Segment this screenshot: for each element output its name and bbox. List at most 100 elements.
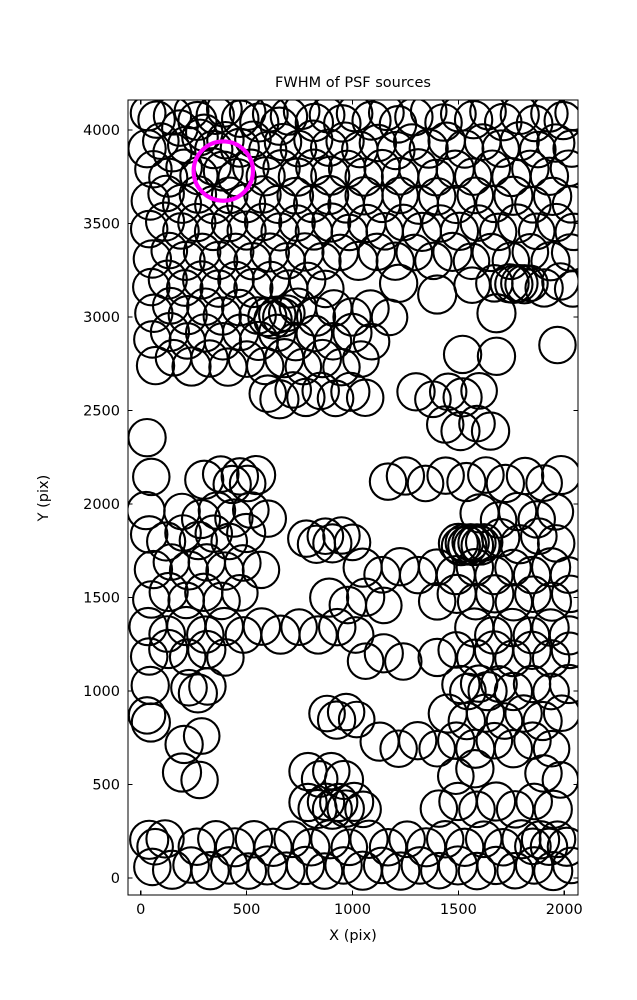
psf-source-marker (436, 757, 475, 796)
highlighted-source-marker (191, 139, 256, 203)
psf-source-marker (420, 851, 458, 890)
axes-frame (127, 99, 579, 896)
psf-source-marker (550, 574, 578, 614)
psf-source-marker (282, 100, 321, 131)
psf-source-marker (406, 464, 445, 503)
psf-source-marker (363, 633, 404, 674)
psf-source-marker (476, 845, 516, 886)
psf-source-marker (470, 411, 511, 451)
psf-source-marker (494, 639, 532, 678)
psf-source-marker (310, 819, 351, 860)
psf-source-marker (267, 294, 306, 333)
psf-source-marker (330, 371, 371, 412)
psf-source-marker (326, 692, 366, 732)
psf-source-marker (518, 130, 557, 169)
psf-source-marker (469, 100, 507, 131)
psf-source-marker (436, 184, 476, 225)
psf-source-marker (367, 100, 405, 132)
psf-source-marker (206, 638, 245, 677)
psf-source-marker (459, 204, 498, 242)
psf-source-marker (385, 456, 426, 496)
psf-source-marker (245, 156, 286, 197)
psf-source-marker (182, 260, 222, 300)
psf-source-marker (291, 828, 331, 867)
psf-source-marker (362, 846, 401, 885)
psf-source-marker (384, 203, 423, 242)
psf-source-marker (460, 525, 501, 566)
psf-source-marker (546, 826, 578, 867)
psf-source-marker (381, 851, 421, 891)
psf-source-marker (132, 239, 173, 279)
psf-source-marker (263, 122, 303, 162)
y-axis-label: Y (pix) (36, 475, 52, 523)
axis-tick-labels: 0 500 1000 1500 2000 0 500 1000 1500 2000 2500 3000… (83, 123, 583, 918)
psf-source-marker (137, 100, 176, 139)
psf-source-marker (550, 631, 578, 670)
psf-source-marker (504, 264, 545, 305)
psf-source-marker (514, 575, 552, 614)
psf-source-marker (147, 174, 185, 213)
psf-source-marker (223, 544, 262, 582)
psf-source-marker (368, 462, 408, 501)
psf-source-marker (447, 701, 487, 741)
psf-source-marker (178, 520, 218, 561)
psf-source-marker (220, 457, 260, 496)
psf-source-marker (345, 378, 385, 418)
psf-source-marker (414, 241, 453, 281)
psf-source-marker (384, 642, 423, 681)
psf-source-marker (276, 176, 315, 215)
psf-source-marker (455, 749, 495, 789)
plot-title: FWHM of PSF sources (275, 75, 431, 91)
psf-source-marker (128, 696, 167, 735)
psf-source-marker (130, 181, 170, 221)
x-tick-label: 1000 (334, 902, 371, 918)
psf-source-marker (322, 516, 361, 555)
psf-source-marker (334, 781, 375, 822)
psf-source-marker (553, 270, 578, 308)
psf-source-marker (542, 694, 578, 733)
psf-source-marker (419, 789, 459, 828)
y-tick-label: 1500 (83, 591, 120, 607)
psf-source-marker (532, 176, 573, 217)
psf-source-marker (194, 129, 234, 170)
psf-source-marker (147, 259, 188, 300)
psf-source-marker (190, 339, 229, 378)
psf-source-marker (456, 176, 495, 215)
psf-source-marker (485, 702, 524, 740)
psf-source-marker (170, 668, 208, 707)
psf-source-marker (253, 827, 293, 867)
psf-source-marker (241, 550, 281, 590)
psf-source-marker (381, 176, 419, 215)
psf-source-marker (193, 212, 233, 252)
psf-source-marker (395, 233, 434, 272)
psf-source-marker (324, 846, 363, 885)
psf-source-marker (467, 670, 508, 712)
psf-source-marker (458, 790, 496, 829)
psf-source-marker (532, 729, 571, 768)
psf-source-marker (146, 521, 187, 562)
psf-source-marker (512, 630, 552, 671)
psf-source-marker (541, 761, 578, 799)
psf-source-marker (308, 694, 346, 733)
psf-source-marker (188, 667, 227, 706)
psf-source-marker (533, 850, 574, 892)
psf-source-marker (497, 203, 538, 244)
psf-source-marker (417, 637, 457, 678)
psf-source-marker (135, 345, 176, 386)
psf-source-marker (496, 851, 534, 890)
psf-source-marker (231, 491, 270, 529)
psf-source-marker (280, 608, 318, 646)
psf-source-marker (370, 298, 409, 337)
psf-source-marker (467, 456, 505, 494)
psf-source-marker (476, 293, 517, 334)
psf-source-marker (457, 851, 497, 891)
psf-source-marker (494, 548, 532, 587)
psf-source-marker (332, 297, 372, 337)
psf-source-marker (129, 515, 169, 554)
y-tick-label: 4000 (83, 123, 120, 139)
psf-source-marker (249, 232, 290, 273)
y-tick-label: 500 (92, 778, 120, 794)
psf-source-marker (161, 752, 203, 793)
psf-source-marker (236, 454, 277, 496)
psf-source-marker (145, 819, 185, 859)
